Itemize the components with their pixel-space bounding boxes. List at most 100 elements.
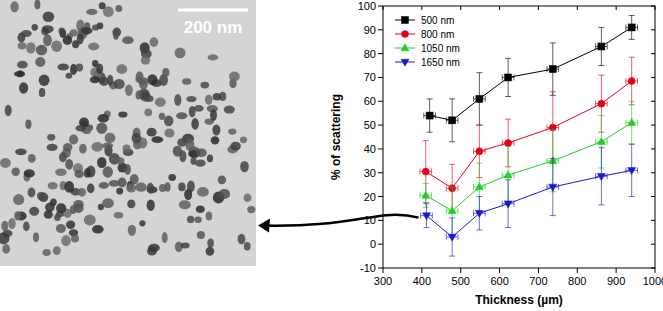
particle <box>179 150 186 162</box>
particle <box>28 188 36 198</box>
particle <box>0 158 11 168</box>
particle <box>19 82 28 94</box>
particle <box>197 231 205 239</box>
particle <box>182 78 191 85</box>
particle <box>178 183 185 192</box>
particle <box>92 24 99 30</box>
particle <box>51 40 62 52</box>
particle <box>47 144 58 151</box>
particle <box>86 9 97 15</box>
series-line <box>430 27 632 120</box>
y-tick-right <box>651 196 655 197</box>
x-tick-top <box>421 6 422 10</box>
particle <box>150 37 159 47</box>
particle <box>25 120 31 130</box>
particle <box>194 217 201 223</box>
data-point <box>628 168 636 175</box>
y-tick <box>378 125 383 126</box>
particle <box>103 166 113 177</box>
particle <box>213 93 222 101</box>
particle <box>47 134 55 141</box>
data-point <box>598 43 605 50</box>
legend-marker <box>402 31 409 38</box>
scale-bar <box>178 9 248 12</box>
particle <box>165 182 171 191</box>
particle <box>147 183 154 194</box>
particle <box>54 214 61 221</box>
arrow-head <box>258 219 270 233</box>
particle <box>102 198 114 208</box>
particle <box>43 11 55 22</box>
particle <box>116 64 127 74</box>
particle <box>43 34 52 46</box>
x-tick-label: 500 <box>452 275 470 287</box>
particle <box>195 159 206 166</box>
particle <box>187 216 194 223</box>
particle <box>247 206 255 213</box>
particle <box>59 28 65 35</box>
particle <box>244 194 252 203</box>
legend-label: 1050 nm <box>421 43 460 54</box>
particle <box>75 170 84 178</box>
x-tick <box>538 268 539 273</box>
y-tick <box>378 101 383 102</box>
particle <box>125 85 133 96</box>
particle <box>151 136 163 143</box>
particle <box>32 24 38 31</box>
particle <box>147 247 157 256</box>
particle <box>64 181 74 193</box>
x-tick <box>460 268 461 273</box>
y-tick-right <box>651 29 655 30</box>
particle <box>70 64 77 75</box>
y-tick <box>378 172 383 173</box>
x-error-bar <box>424 113 436 119</box>
particle <box>53 246 61 255</box>
particle <box>78 188 86 197</box>
data-point <box>549 66 556 73</box>
particle <box>61 235 71 246</box>
x-error-bar <box>420 169 432 175</box>
legend-label: 1650 nm <box>421 57 460 68</box>
particle <box>98 114 110 123</box>
data-point <box>505 74 512 81</box>
x-error-bar <box>596 101 608 107</box>
data-point <box>628 24 635 31</box>
x-tick <box>655 268 656 273</box>
x-tick-top <box>383 6 384 10</box>
particle <box>164 128 174 137</box>
particle <box>28 154 36 163</box>
particle <box>107 75 113 86</box>
particle <box>144 108 152 116</box>
particle <box>196 149 207 158</box>
particle <box>139 80 148 89</box>
particle <box>114 212 123 219</box>
particle <box>56 203 66 213</box>
particle <box>122 36 134 44</box>
particle <box>1 221 8 231</box>
particle <box>70 29 78 36</box>
particle <box>79 144 87 154</box>
micrograph: 200 nm <box>0 0 256 266</box>
particle <box>39 88 45 97</box>
particle <box>132 133 142 144</box>
data-point <box>628 119 636 126</box>
y-tick-label: -10 <box>360 262 376 274</box>
particle <box>76 63 83 71</box>
particle <box>2 244 10 254</box>
plot-area <box>420 16 638 257</box>
legend-marker <box>401 44 409 51</box>
particle <box>59 152 67 162</box>
y-tick-label: 90 <box>364 24 376 36</box>
y-tick-label: 60 <box>364 95 376 107</box>
particle <box>17 61 28 69</box>
x-error-bar <box>502 140 514 146</box>
x-error-bar <box>474 96 486 102</box>
data-point <box>598 100 605 107</box>
x-tick-top <box>460 6 461 10</box>
x-error-bar <box>474 148 486 154</box>
particle <box>42 25 54 33</box>
y-error-bar <box>598 27 604 65</box>
particle <box>91 142 103 152</box>
particle <box>240 161 249 172</box>
legend-marker <box>402 17 409 24</box>
